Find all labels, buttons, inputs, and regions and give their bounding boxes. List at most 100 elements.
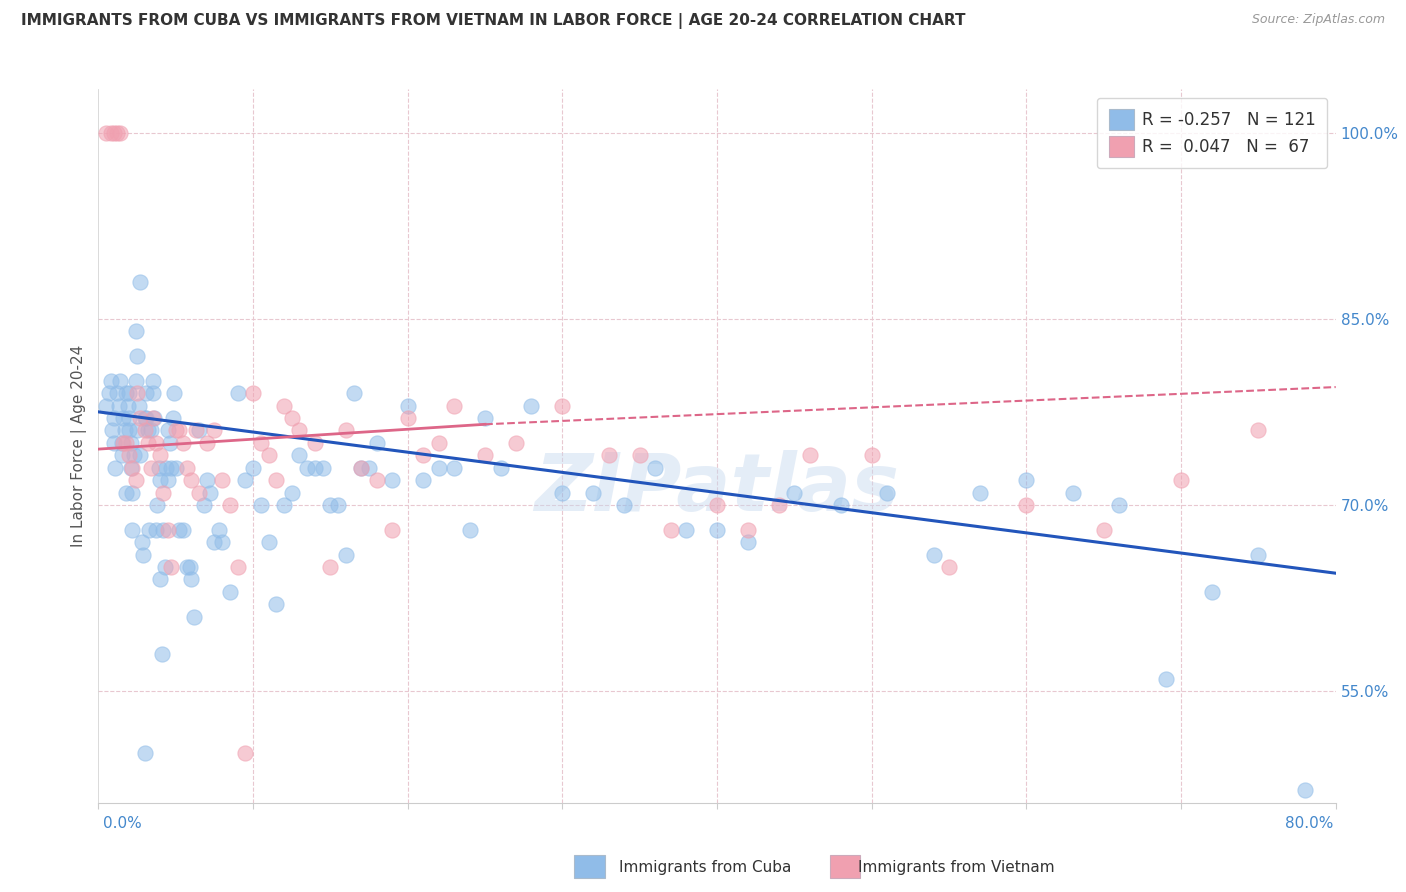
Point	[350, 460, 373, 475]
Point	[111, 448, 134, 462]
Point	[145, 523, 167, 537]
Point	[1092, 523, 1115, 537]
Point	[180, 573, 202, 587]
Point	[98, 386, 121, 401]
Point	[266, 473, 288, 487]
Bar	[830, 855, 860, 878]
Point	[183, 609, 205, 624]
Text: Immigrants from Vietnam: Immigrants from Vietnam	[858, 860, 1054, 874]
Point	[188, 424, 211, 438]
Point	[100, 126, 122, 140]
Point	[129, 275, 152, 289]
Point	[1154, 672, 1177, 686]
Point	[319, 560, 342, 574]
Point	[127, 349, 149, 363]
Point	[1247, 548, 1270, 562]
Point	[242, 460, 264, 475]
Point	[176, 560, 198, 574]
Point	[138, 523, 160, 537]
Point	[204, 424, 226, 438]
Point	[412, 473, 434, 487]
Point	[152, 523, 174, 537]
Point	[134, 424, 156, 438]
Point	[427, 460, 450, 475]
Point	[167, 424, 190, 438]
Point	[211, 535, 233, 549]
Point	[100, 374, 122, 388]
Point	[474, 411, 496, 425]
Point	[188, 485, 211, 500]
Point	[117, 399, 139, 413]
Point	[226, 386, 249, 401]
Point	[1247, 424, 1270, 438]
Point	[114, 424, 136, 438]
Point	[737, 535, 759, 549]
Point	[149, 573, 172, 587]
Point	[135, 386, 157, 401]
Point	[304, 460, 326, 475]
Point	[145, 436, 167, 450]
Point	[938, 560, 960, 574]
Point	[195, 473, 218, 487]
Point	[343, 386, 366, 401]
Point	[115, 485, 138, 500]
Point	[257, 448, 280, 462]
Point	[195, 436, 218, 450]
Point	[969, 485, 991, 500]
Point	[675, 523, 697, 537]
Point	[876, 485, 898, 500]
Point	[922, 548, 945, 562]
Point	[644, 460, 666, 475]
Point	[198, 485, 221, 500]
Point	[127, 386, 149, 401]
Point	[598, 448, 620, 462]
Point	[134, 746, 156, 760]
Point	[613, 498, 636, 512]
Point	[153, 560, 176, 574]
Point	[281, 411, 304, 425]
Point	[582, 485, 605, 500]
Point	[706, 498, 728, 512]
Point	[176, 460, 198, 475]
Point	[149, 473, 172, 487]
Point	[226, 560, 249, 574]
Point	[173, 523, 195, 537]
Point	[142, 411, 165, 425]
Point	[326, 498, 350, 512]
Point	[193, 498, 215, 512]
Point	[211, 473, 233, 487]
Point	[250, 498, 273, 512]
Point	[134, 411, 156, 425]
Point	[366, 436, 388, 450]
Point	[121, 485, 143, 500]
Point	[219, 498, 242, 512]
Point	[396, 399, 419, 413]
Text: Source: ZipAtlas.com: Source: ZipAtlas.com	[1251, 13, 1385, 27]
Point	[443, 460, 465, 475]
Point	[162, 411, 184, 425]
Point	[121, 523, 143, 537]
Point	[108, 126, 131, 140]
Point	[129, 411, 152, 425]
Point	[474, 448, 496, 462]
Point	[118, 448, 141, 462]
Point	[118, 411, 141, 425]
Point	[288, 424, 311, 438]
Point	[103, 411, 125, 425]
Y-axis label: In Labor Force | Age 20-24: In Labor Force | Age 20-24	[72, 345, 87, 547]
Point	[146, 498, 169, 512]
Point	[157, 523, 180, 537]
Point	[104, 460, 127, 475]
Point	[121, 460, 143, 475]
Point	[312, 460, 335, 475]
Point	[860, 448, 883, 462]
Point	[96, 399, 118, 413]
Point	[427, 436, 450, 450]
Point	[136, 436, 159, 450]
Point	[124, 473, 146, 487]
Point	[179, 560, 201, 574]
Point	[235, 746, 257, 760]
Point	[157, 473, 180, 487]
Point	[103, 126, 125, 140]
Point	[180, 473, 202, 487]
